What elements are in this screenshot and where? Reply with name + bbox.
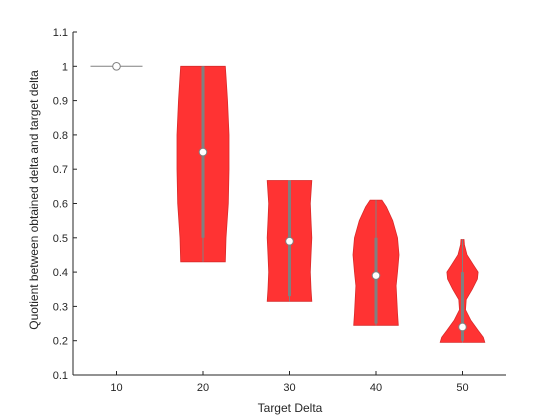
- violin-median-50: [458, 322, 467, 332]
- y-tick-label: 0.9: [53, 96, 68, 108]
- y-tick-label: 1.1: [53, 27, 68, 39]
- axes-group: 0.1 0.2 0.3 0.4 0.5 0.6 0.7 0.8 0.9 1 1.1 10 20 30 40 5…: [53, 27, 506, 394]
- y-tick-label: 0.8: [53, 130, 68, 142]
- y-tick-label: 0.5: [53, 233, 68, 245]
- y-tick-label: 0.6: [53, 199, 68, 211]
- y-tick-label: 0.3: [53, 301, 68, 313]
- y-tick-label: 0.4: [53, 267, 68, 279]
- x-tick-label: 20: [197, 382, 209, 394]
- y-tick-label: 1: [62, 61, 68, 73]
- y-tick-label: 0.1: [53, 370, 68, 382]
- violin-median-10: [112, 62, 121, 71]
- violin-median-30: [285, 236, 294, 246]
- x-axis-title: Target Delta: [258, 401, 323, 415]
- y-axis-title: Quotient between obtained delta and targ…: [27, 70, 41, 330]
- violin-median-20: [198, 147, 208, 157]
- y-tick-label: 0.7: [53, 164, 68, 176]
- x-tick-label: 10: [110, 382, 122, 394]
- x-tick-label: 40: [370, 382, 382, 394]
- y-tick-label: 0.2: [53, 336, 68, 348]
- violin-median-40: [371, 271, 381, 280]
- x-tick-label: 30: [283, 382, 295, 394]
- violins-group: [90, 62, 486, 343]
- x-tick-label: 50: [456, 382, 468, 394]
